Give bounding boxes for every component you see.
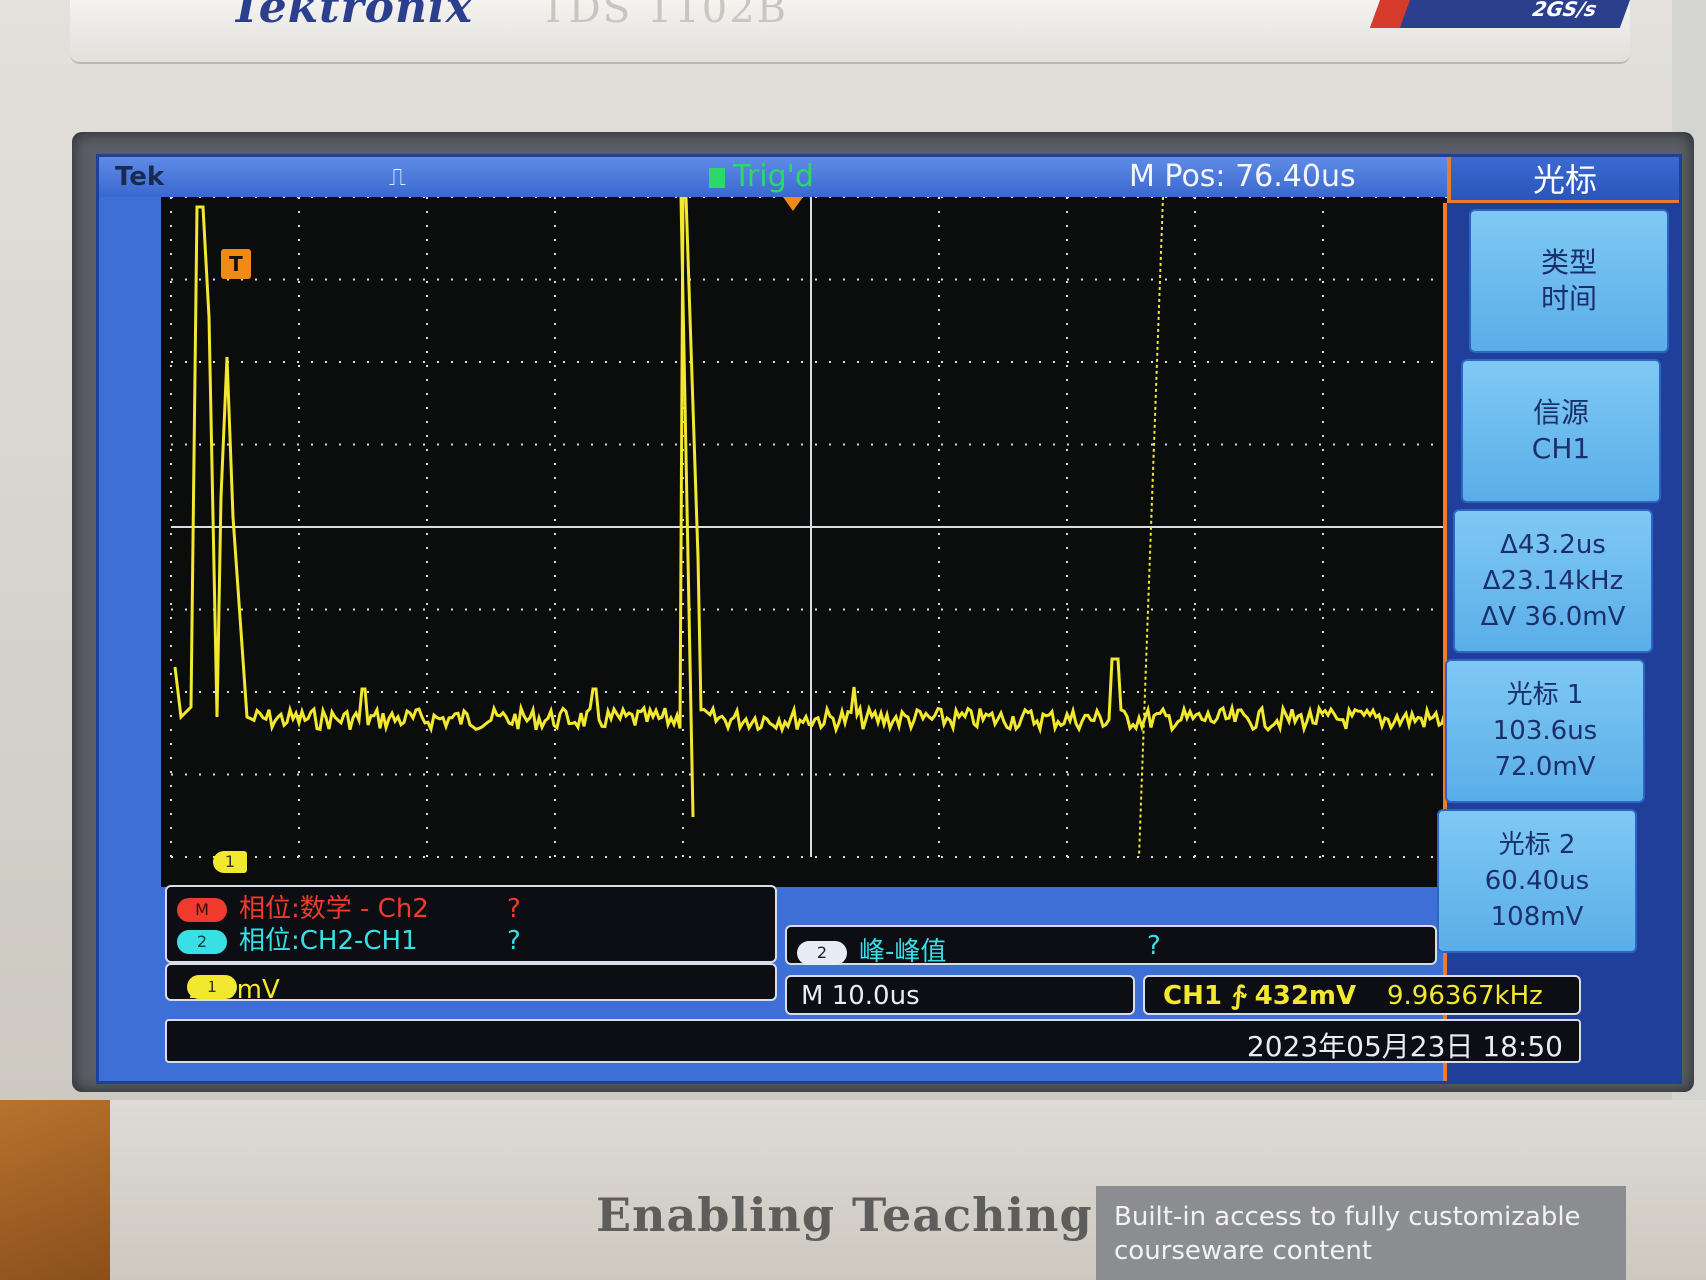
menu-btn-line: 时间: [1540, 282, 1597, 315]
math-readout-panel: M 相位:数学 - Ch2 ? 2 相位:CH2-CH1 ?: [165, 885, 777, 963]
menu-btn-line: 光标 1: [1506, 680, 1584, 710]
menu-btn-line: CH1: [1531, 432, 1591, 465]
brand-logo: Tektronix: [230, 0, 473, 33]
menu-btn-line: Δ23.14kHz: [1482, 566, 1624, 596]
ch2-pill: 2: [177, 929, 227, 954]
menu-btn-line: Δ43.2us: [1500, 530, 1606, 560]
waveform-display: T 1: [161, 197, 1461, 887]
menu-btn-line: 光标 2: [1498, 830, 1576, 860]
cursor-side-menu: 光标 类型 时间 信源 CH1 Δ43.2us Δ23.14kHz ΔV 36.…: [1437, 157, 1679, 1081]
model-name: TDS 1102B: [540, 0, 789, 32]
menu-accent-edge: [1443, 203, 1447, 1081]
math-phase-value: ?: [507, 894, 521, 924]
cursor-source-button[interactable]: 信源 CH1: [1461, 359, 1661, 503]
waveform-plot: [170, 197, 1453, 858]
cursor-1-line: [1138, 197, 1164, 858]
trigger-status: Trig'd: [709, 157, 814, 197]
trigger-status-text: Trig'd: [733, 159, 814, 194]
ch1-trace: [173, 197, 1453, 735]
bezel-slogan: Enabling Teaching: [596, 1188, 1093, 1242]
ch1-scale-panel: 1 100mV: [165, 963, 777, 1005]
menu-btn-line: 类型: [1540, 246, 1597, 279]
timebase-readout: M 10.0us: [801, 981, 920, 1011]
menu-btn-line: 60.40us: [1484, 866, 1590, 896]
courseware-label: Built-in access to fully customizable co…: [1096, 1186, 1626, 1280]
ch2-phase-label: 相位:CH2-CH1: [239, 926, 418, 956]
ch2-phase-value: ?: [507, 926, 521, 956]
menu-btn-line: 108mV: [1490, 902, 1584, 932]
trigger-level: CH1 ∱ 432mV: [1163, 981, 1357, 1011]
math-pill: M: [177, 897, 227, 922]
datetime: 2023年05月23日 18:50: [1246, 1030, 1563, 1063]
menu-btn-line: 72.0mV: [1494, 752, 1596, 782]
ch1-pill: 1: [187, 975, 237, 999]
menu-title: 光标: [1447, 157, 1679, 203]
top-brand-strip: Tektronix TDS 1102B 2GS/s: [70, 0, 1630, 64]
sample-rate-badge: 2GS/s: [1369, 0, 1630, 28]
ch2-phase-row: 2 相位:CH2-CH1 ?: [177, 925, 521, 957]
cursor-1-button[interactable]: 光标 1 103.6us 72.0mV: [1445, 659, 1645, 803]
measurement-panel: 2 峰-峰值 ?: [785, 925, 1437, 968]
horizontal-position: M Pos: 76.40us: [1129, 159, 1356, 194]
courseware-line: courseware content: [1114, 1236, 1373, 1266]
menu-btn-line: 103.6us: [1492, 716, 1598, 746]
measurement-value: ?: [1147, 931, 1161, 961]
timebase-panel: M 10.0us: [785, 975, 1135, 1015]
trigger-level-marker: T: [221, 249, 251, 279]
trigger-panel: CH1 ∱ 432mV 9.96367kHz: [1143, 975, 1581, 1015]
measurement-row: 2 峰-峰值: [797, 931, 946, 968]
oscilloscope-screen: Tek ⎍ Trig'd M Pos: 76.40us T 1 光标 类型 时间…: [96, 154, 1682, 1084]
trigger-frequency: 9.96367kHz: [1387, 981, 1543, 1011]
screen-header: Tek ⎍ Trig'd M Pos: 76.40us: [99, 157, 1449, 197]
menu-btn-line: ΔV 36.0mV: [1480, 602, 1626, 632]
cursor-2-button[interactable]: 光标 2 60.40us 108mV: [1437, 809, 1637, 953]
menu-btn-line: 信源: [1532, 396, 1589, 429]
trigger-position-marker: [783, 197, 803, 211]
cursor-type-button[interactable]: 类型 时间: [1469, 209, 1669, 353]
status-bar: 2023年05月23日 18:50: [165, 1019, 1581, 1063]
tek-label: Tek: [115, 162, 165, 192]
meas-pill: 2: [797, 940, 847, 965]
measurement-label: 峰-峰值: [859, 937, 947, 967]
math-phase-row: M 相位:数学 - Ch2 ?: [177, 893, 521, 925]
pulse-icon: ⎍: [389, 163, 406, 191]
trigger-indicator-icon: [709, 168, 725, 188]
cursor-delta-readout: Δ43.2us Δ23.14kHz ΔV 36.0mV: [1453, 509, 1653, 653]
ch1-scale: 100mV: [187, 975, 280, 1005]
desk-surface: [0, 1100, 110, 1280]
courseware-line: Built-in access to fully customizable: [1114, 1202, 1581, 1232]
graticule-axes: [171, 197, 1451, 857]
ch1-ground-marker: 1: [213, 851, 247, 873]
math-phase-label: 相位:数学 - Ch2: [239, 894, 429, 924]
